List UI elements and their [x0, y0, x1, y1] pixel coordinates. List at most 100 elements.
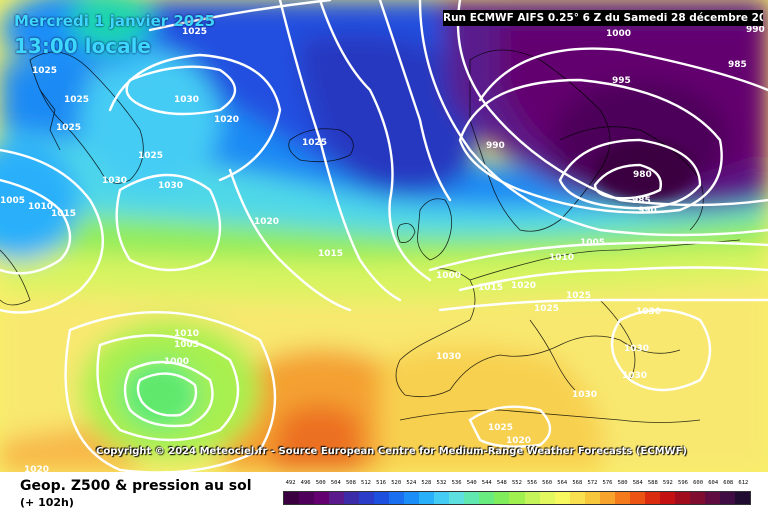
isobar-label: 995 — [612, 76, 631, 86]
scale-swatch — [644, 492, 660, 504]
isobar-label: 1020 — [511, 281, 536, 291]
scale-value: 604 — [708, 480, 719, 486]
copyright-notice: Copyright © 2024 Meteociel.fr - Source E… — [96, 446, 687, 457]
isobar-label: 990 — [486, 141, 505, 151]
isobar-label: 1010 — [549, 253, 574, 263]
isobar-label: 1010 — [28, 202, 53, 212]
scale-value: 508 — [345, 480, 356, 486]
scale-value: 576 — [602, 480, 613, 486]
isobar-label: 1030 — [622, 371, 647, 381]
isobar-label: 1025 — [32, 66, 57, 76]
scale-swatch — [344, 492, 360, 504]
isobar-label: 1025 — [488, 423, 513, 433]
scale-swatch — [659, 492, 675, 504]
isobar-label: 1030 — [572, 390, 597, 400]
scale-swatch — [734, 492, 750, 504]
isobar-label: 985 — [728, 60, 747, 70]
scale-swatch — [614, 492, 630, 504]
color-scale: 492 496 500 504 508 512 516 520 524 528 532 536 540 5… — [283, 480, 751, 505]
scale-swatch — [449, 492, 465, 504]
isobar-label: 1015 — [478, 283, 503, 293]
scale-swatch — [599, 492, 615, 504]
isobar-label: 1030 — [158, 181, 183, 191]
scale-swatch — [374, 492, 390, 504]
scale-value: 572 — [587, 480, 598, 486]
isobar-label: 1020 — [214, 115, 239, 125]
scale-value: 568 — [572, 480, 583, 486]
scale-value: 592 — [662, 480, 673, 486]
forecast-range: (+ 102h) — [20, 496, 74, 509]
scale-value: 600 — [693, 480, 704, 486]
scale-swatch — [569, 492, 585, 504]
scale-swatch — [434, 492, 450, 504]
isobar-label: 1030 — [174, 95, 199, 105]
scale-swatch — [479, 492, 495, 504]
scale-swatch — [689, 492, 705, 504]
scale-swatch — [404, 492, 420, 504]
scale-value: 540 — [466, 480, 477, 486]
scale-value: 528 — [421, 480, 432, 486]
coastlines — [0, 49, 741, 423]
isobar-label: 990 — [638, 206, 657, 216]
isobar-label: 1020 — [506, 436, 531, 446]
scale-value: 556 — [527, 480, 538, 486]
isobar-label: 1025 — [64, 95, 89, 105]
isobar-label: 1025 — [138, 151, 163, 161]
isobar-label: 1025 — [566, 291, 591, 301]
isobar-label: 1025 — [534, 304, 559, 314]
isobar-label: 1005 — [0, 196, 25, 206]
scale-value: 524 — [406, 480, 417, 486]
scale-swatch — [509, 492, 525, 504]
isobar-label: 1005 — [580, 238, 605, 248]
scale-swatch — [359, 492, 375, 504]
isobar-label: 1030 — [436, 352, 461, 362]
scale-swatch — [389, 492, 405, 504]
scale-value: 548 — [496, 480, 507, 486]
isobar-label: 1025 — [302, 138, 327, 148]
scale-labels: 492 496 500 504 508 512 516 520 524 528 532 536 540 5… — [283, 480, 751, 490]
scale-value: 520 — [391, 480, 402, 486]
scale-value: 496 — [300, 480, 311, 486]
forecast-date: Mercredi 1 janvier 2025 — [14, 12, 216, 30]
isobar-label: 1030 — [624, 344, 649, 354]
scale-swatch — [299, 492, 315, 504]
scale-value: 560 — [542, 480, 553, 486]
scale-swatch — [419, 492, 435, 504]
scale-value: 512 — [361, 480, 371, 486]
scale-value: 596 — [678, 480, 688, 486]
scale-value: 612 — [738, 480, 749, 486]
scale-value: 588 — [647, 480, 658, 486]
isobar-label: 1030 — [102, 176, 127, 186]
scale-value: 608 — [723, 480, 734, 486]
isobar-label: 1015 — [51, 209, 76, 219]
scale-swatch — [314, 492, 330, 504]
scale-value: 564 — [557, 480, 568, 486]
geopotential-field — [0, 0, 768, 472]
weather-map: 1025 1025 1025 1025 1025 1030 1030 1030 … — [0, 0, 768, 472]
forecast-hour: 13:00 locale — [14, 34, 151, 58]
scale-swatch — [539, 492, 555, 504]
isobar-label: 1025 — [56, 123, 81, 133]
isobar-labels: 1025 1025 1025 1025 1025 1030 1030 1030 … — [0, 25, 765, 472]
isobar-label: 1010 — [174, 329, 199, 339]
scale-value: 532 — [436, 480, 447, 486]
scale-value: 580 — [617, 480, 628, 486]
chart-title: Geop. Z500 & pression au sol — [20, 478, 252, 494]
isobar-label: 1030 — [636, 307, 661, 317]
isobar-label: 1000 — [606, 29, 631, 39]
isobar-label: 1020 — [254, 217, 279, 227]
scale-swatch — [554, 492, 570, 504]
scale-swatch — [329, 492, 345, 504]
isobar-label: 980 — [633, 170, 652, 180]
isobar-label: 1000 — [164, 357, 189, 367]
scale-value: 584 — [632, 480, 643, 486]
scale-swatch — [584, 492, 600, 504]
scale-swatch — [494, 492, 510, 504]
isobars — [0, 0, 768, 472]
scale-swatch — [704, 492, 720, 504]
scale-swatch — [629, 492, 645, 504]
scale-value: 504 — [330, 480, 341, 486]
scale-value: 552 — [511, 480, 522, 486]
isobar-label: 1020 — [24, 465, 49, 472]
scale-value: 536 — [451, 480, 462, 486]
